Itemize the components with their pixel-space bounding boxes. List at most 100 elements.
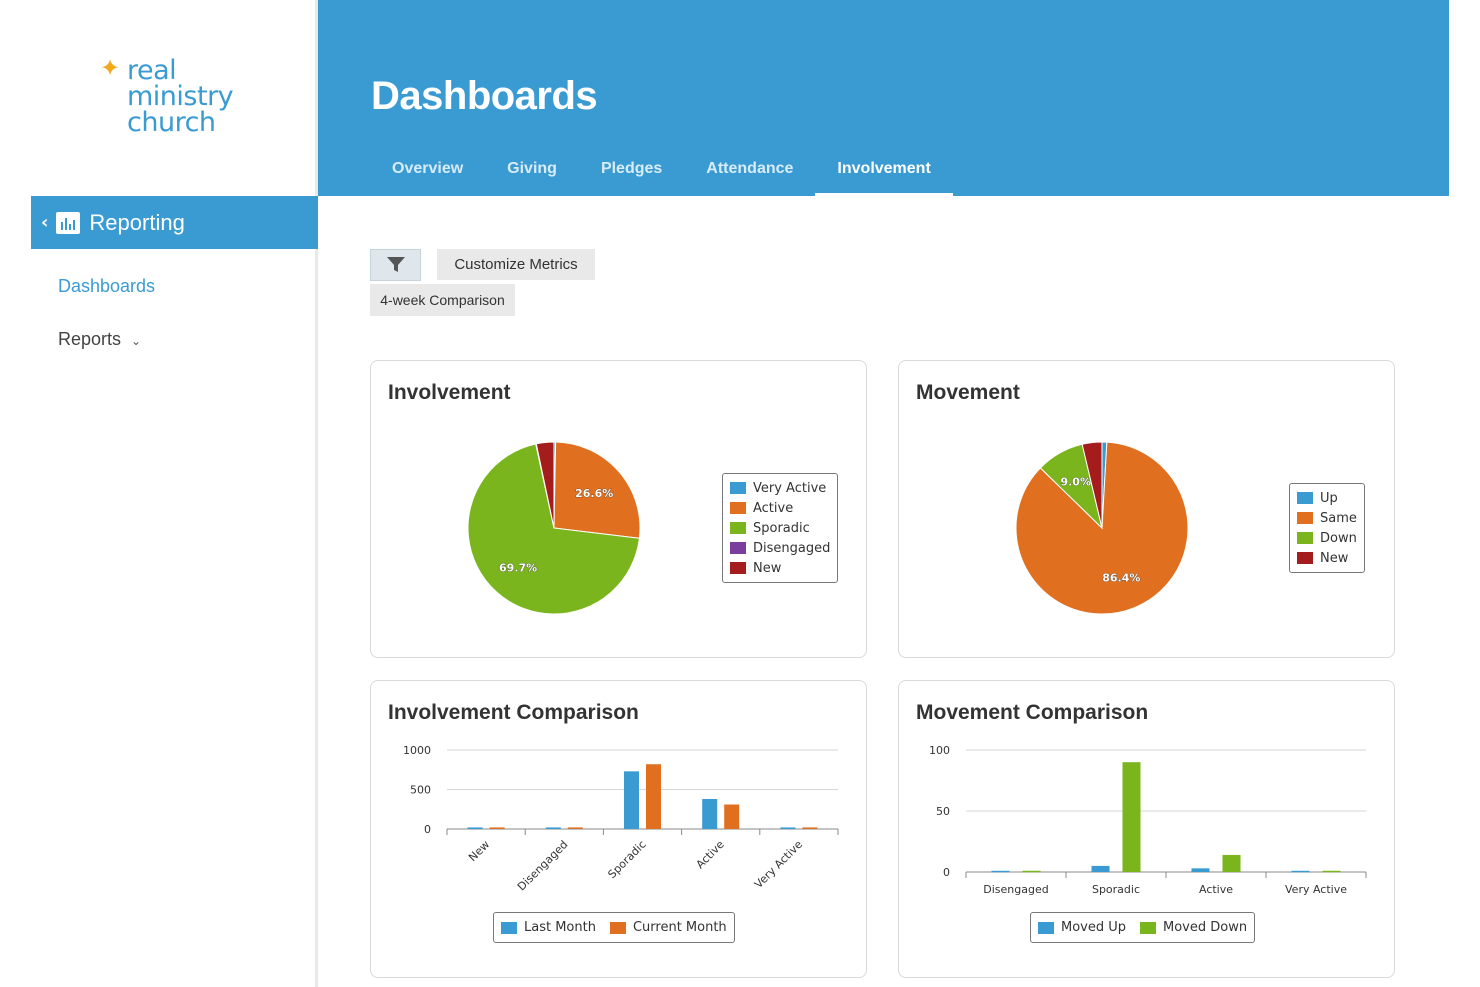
tab-pledges[interactable]: Pledges (600, 160, 663, 177)
bar-moved-down-disengaged[interactable] (1022, 870, 1041, 873)
legend-item-same[interactable]: Same (1297, 508, 1357, 528)
chart-legend: Up Same Down New (1289, 483, 1365, 573)
x-tick-label: Very Active (752, 838, 805, 891)
legend-label: Same (1320, 510, 1357, 526)
tab-bar: Overview Giving Pledges Attendance Invol… (370, 152, 954, 196)
bar-current-month-disengaged[interactable] (567, 827, 583, 829)
card-title: Involvement (388, 381, 511, 404)
bar-last-month-new[interactable] (467, 827, 483, 829)
tab-involvement[interactable]: Involvement (815, 152, 954, 196)
legend-label: Down (1320, 530, 1357, 546)
reporting-section-header[interactable]: ‹ Reporting (31, 196, 318, 249)
y-tick-label: 0 (424, 823, 431, 836)
legend-item-moved-down[interactable]: Moved Down (1140, 918, 1247, 938)
sidebar-item-dashboards[interactable]: Dashboards (58, 276, 156, 296)
pie-slice-new[interactable] (535, 441, 555, 529)
card-title: Movement (916, 381, 1020, 404)
involvement-comparison-bar-chart: 0 500 1000 New Disengaged Sporadic Active Very … (403, 744, 839, 893)
bar-moved-up-active[interactable] (1191, 868, 1210, 872)
page-title: Dashboards (371, 74, 598, 118)
legend-label: New (753, 560, 782, 576)
pie-slice-active[interactable] (553, 441, 641, 539)
movement-comparison-bar-chart: 0 50 100 Disengaged Sporadic Active Very Activ… (929, 744, 1367, 896)
legend-swatch (730, 542, 746, 554)
bar-last-month-sporadic[interactable] (624, 771, 639, 829)
legend-item-very-active[interactable]: Very Active (730, 478, 830, 498)
x-tick-label: New (466, 838, 492, 864)
bar-current-month-sporadic[interactable] (646, 764, 661, 829)
pie-slice-new[interactable] (1081, 441, 1103, 529)
bar-moved-down-sporadic[interactable] (1122, 762, 1141, 872)
legend-label: New (1320, 550, 1349, 566)
bar-moved-down-very-active[interactable] (1322, 870, 1341, 873)
legend-item-new[interactable]: New (1297, 548, 1357, 568)
movement-comparison-card: Movement Comparison 0 50 100 Disengaged Spor… (898, 680, 1395, 978)
chevron-left-icon[interactable]: ‹ (41, 212, 49, 233)
legend-item-last-month[interactable]: Last Month (501, 918, 596, 938)
legend-label: Up (1320, 490, 1338, 506)
legend-swatch (1297, 532, 1313, 544)
comparison-tag[interactable]: 4-week Comparison (370, 284, 515, 316)
legend-item-moved-up[interactable]: Moved Up (1038, 918, 1126, 938)
logo-line: real (127, 55, 177, 86)
legend-item-new[interactable]: New (730, 558, 830, 578)
pie-data-label: 9.0% (1060, 476, 1091, 489)
y-tick-label: 500 (410, 784, 431, 797)
pie-data-label: 86.4% (1102, 572, 1140, 585)
tab-giving[interactable]: Giving (507, 160, 557, 177)
legend-item-down[interactable]: Down (1297, 528, 1357, 548)
legend-swatch (730, 522, 746, 534)
legend-label: Active (753, 500, 794, 516)
card-title: Involvement Comparison (388, 701, 639, 724)
involvement-pie-chart: 26.6% 69.7% (467, 441, 641, 615)
bar-moved-up-sporadic[interactable] (1091, 865, 1110, 872)
pie-data-label: 69.7% (499, 561, 537, 574)
legend-item-current-month[interactable]: Current Month (609, 918, 727, 938)
customize-metrics-button[interactable]: Customize Metrics (437, 249, 595, 280)
bar-moved-up-very-active[interactable] (1291, 870, 1310, 873)
filter-button[interactable] (370, 249, 421, 281)
movement-pie-chart: 86.4% 9.0% (1015, 441, 1189, 615)
bar-moved-up-disengaged[interactable] (991, 870, 1010, 873)
legend-label: Sporadic (753, 520, 810, 536)
bar-current-month-new[interactable] (489, 827, 505, 829)
legend-swatch (1297, 512, 1313, 524)
legend-label: Disengaged (753, 540, 831, 556)
bar-last-month-active[interactable] (702, 798, 718, 829)
x-tick-label: Very Active (1285, 883, 1347, 896)
logo[interactable]: ✦ real ministry church (100, 56, 260, 146)
legend-item-active[interactable]: Active (730, 498, 830, 518)
legend-label: Current Month (632, 920, 727, 935)
bar-current-month-very-active[interactable] (802, 827, 818, 829)
legend-label: Moved Up (1061, 920, 1127, 935)
pie-slice-sporadic[interactable] (467, 443, 640, 615)
legend-item-sporadic[interactable]: Sporadic (730, 518, 830, 538)
pie-data-label: 26.6% (575, 487, 613, 500)
bar-last-month-disengaged[interactable] (545, 827, 561, 829)
legend-label: Moved Down (1163, 920, 1248, 935)
bar-moved-down-active[interactable] (1222, 854, 1241, 872)
legend-item-up[interactable]: Up (1297, 488, 1357, 508)
legend-swatch (1038, 921, 1054, 934)
legend-swatch (730, 502, 746, 514)
bar-current-month-active[interactable] (724, 804, 740, 829)
y-tick-label: 100 (929, 744, 950, 757)
logo-line: ministry (127, 81, 234, 112)
x-tick-label: Active (1199, 883, 1233, 896)
tab-attendance[interactable]: Attendance (706, 160, 794, 177)
sidebar-item-label: Reports (58, 329, 122, 349)
bar-last-month-very-active[interactable] (780, 827, 796, 829)
x-tick-label: Disengaged (983, 883, 1048, 896)
y-tick-label: 50 (936, 805, 950, 818)
movement-card: Movement 86.4% 9.0% Up Same Down New (898, 360, 1395, 658)
involvement-comparison-card: Involvement Comparison 0 500 1000 New Diseng… (370, 680, 867, 978)
card-title: Movement Comparison (916, 701, 1149, 724)
x-tick-label: Disengaged (515, 838, 570, 893)
y-tick-label: 1000 (403, 744, 431, 757)
tab-overview[interactable]: Overview (392, 160, 464, 177)
sidebar-item-reports[interactable]: Reports ⌄ (58, 329, 141, 350)
x-tick-label: Sporadic (1092, 883, 1140, 896)
legend-item-disengaged[interactable]: Disengaged (730, 538, 830, 558)
page-header: Dashboards Overview Giving Pledges Atten… (318, 0, 1449, 196)
